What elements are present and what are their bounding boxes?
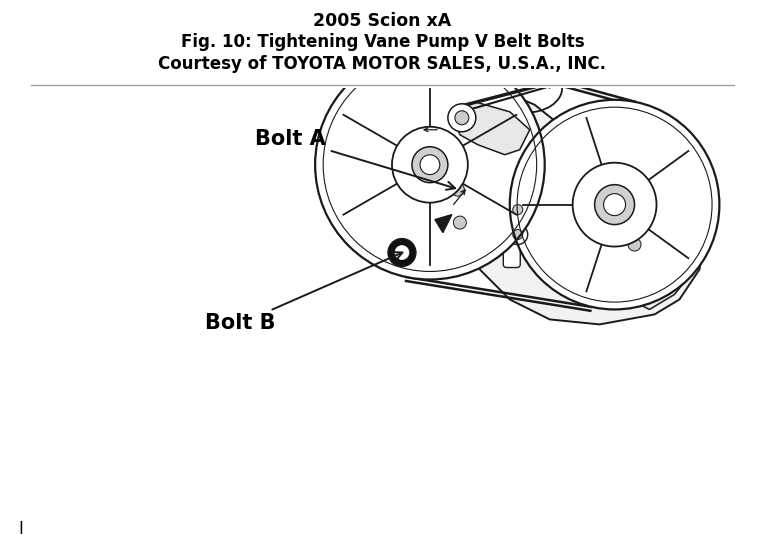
Circle shape (451, 148, 464, 161)
Circle shape (447, 210, 473, 236)
Circle shape (455, 111, 469, 125)
Circle shape (604, 194, 626, 216)
Text: Bolt A: Bolt A (256, 128, 455, 190)
Circle shape (622, 232, 647, 257)
Circle shape (445, 142, 470, 167)
Circle shape (508, 200, 528, 220)
Circle shape (392, 127, 468, 203)
Circle shape (508, 225, 528, 244)
Circle shape (513, 205, 522, 215)
Circle shape (628, 238, 641, 251)
Text: Fig. 10: Tightening Vane Pump V Belt Bolts: Fig. 10: Tightening Vane Pump V Belt Bol… (181, 33, 584, 51)
FancyBboxPatch shape (503, 177, 520, 267)
Circle shape (573, 163, 656, 247)
Circle shape (628, 188, 641, 201)
Circle shape (513, 229, 522, 239)
Text: 2005 Scion xA: 2005 Scion xA (314, 12, 451, 30)
Polygon shape (620, 175, 705, 310)
Text: Courtesy of TOYOTA MOTOR SALES, U.S.A., INC.: Courtesy of TOYOTA MOTOR SALES, U.S.A., … (158, 55, 607, 73)
Text: Bolt B: Bolt B (205, 252, 402, 333)
Text: I: I (18, 520, 24, 538)
Circle shape (395, 245, 409, 260)
Circle shape (622, 182, 647, 208)
Circle shape (388, 239, 416, 266)
Circle shape (451, 183, 464, 196)
Circle shape (448, 104, 476, 132)
Circle shape (420, 155, 440, 175)
Circle shape (315, 50, 545, 279)
Circle shape (412, 147, 448, 183)
FancyBboxPatch shape (563, 182, 580, 262)
Circle shape (454, 216, 467, 229)
Polygon shape (435, 215, 452, 233)
Polygon shape (450, 92, 705, 324)
Polygon shape (455, 102, 529, 155)
FancyBboxPatch shape (533, 175, 550, 262)
Circle shape (509, 100, 719, 310)
Circle shape (445, 177, 470, 203)
Circle shape (594, 184, 634, 225)
